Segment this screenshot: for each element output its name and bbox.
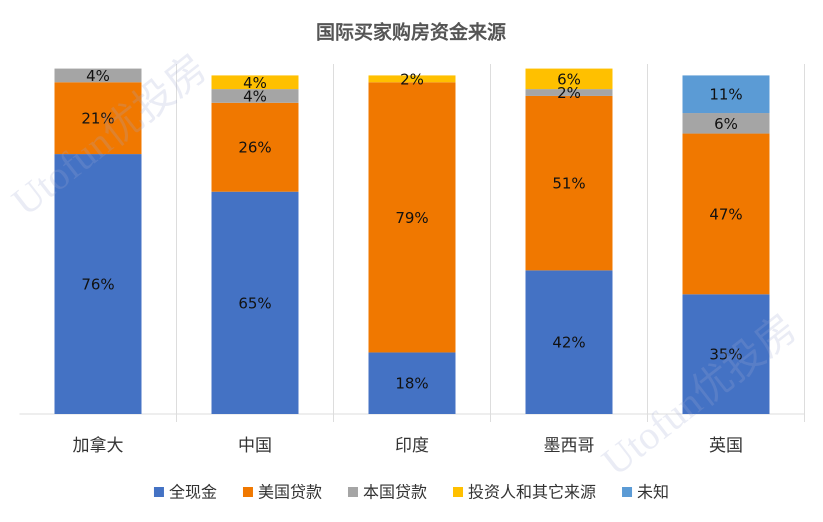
bar-segment <box>525 89 613 96</box>
data-label: 11% <box>709 86 742 104</box>
data-label: 26% <box>238 139 271 157</box>
bar-segment <box>682 75 770 114</box>
bar-segment <box>211 89 299 103</box>
data-label: 35% <box>709 346 742 364</box>
bar-segment <box>525 68 613 90</box>
data-label: 4% <box>86 67 110 85</box>
bar-segment <box>368 352 456 414</box>
legend-swatch <box>347 487 358 497</box>
bar-segment <box>368 75 456 83</box>
data-label: 6% <box>714 115 738 133</box>
bar-segment <box>54 82 142 155</box>
legend-label: 美国贷款 <box>258 483 322 502</box>
bar-segment <box>525 95 613 271</box>
data-label: 65% <box>238 294 271 312</box>
legend-item: 全现金 <box>153 483 217 502</box>
data-label: 47% <box>709 205 742 223</box>
bar-segment <box>211 102 299 192</box>
data-label: 4% <box>243 74 267 92</box>
bar-segment <box>682 133 770 295</box>
legend-label: 未知 <box>637 483 669 502</box>
legend-swatch <box>453 487 464 497</box>
plot-area: 加拿大76%21%4%中国65%26%4%4%印度18%79%2%墨西哥42%5… <box>19 64 805 456</box>
legend-item: 投资人和其它来源 <box>453 483 596 502</box>
legend: 全现金 美国贷款 本国贷款 投资人和其它来源 未知 <box>153 483 669 502</box>
bar-segment <box>54 68 142 83</box>
bar-segment <box>682 294 770 414</box>
data-label: 76% <box>81 276 114 294</box>
legend-label: 全现金 <box>169 483 217 502</box>
data-label: 42% <box>552 334 585 352</box>
x-tick-label: 印度 <box>395 436 429 456</box>
legend-item: 本国贷款 <box>347 483 427 502</box>
bar-segment <box>211 75 299 90</box>
bar-segment <box>368 82 456 353</box>
x-tick-label: 墨西哥 <box>544 436 595 456</box>
bar-segment <box>211 191 299 414</box>
data-label: 4% <box>243 87 267 105</box>
data-label: 79% <box>395 209 428 227</box>
x-tick-label: 英国 <box>709 436 743 456</box>
data-label: 6% <box>557 70 581 88</box>
legend-swatch <box>622 487 633 497</box>
legend-item: 未知 <box>622 483 669 502</box>
data-label: 51% <box>552 175 585 193</box>
data-label: 2% <box>400 70 424 88</box>
bar-segment <box>682 113 770 134</box>
legend-swatch <box>153 487 164 497</box>
bar-segment <box>54 154 142 414</box>
legend-swatch <box>242 487 253 497</box>
legend-label: 本国贷款 <box>363 483 427 502</box>
legend-label: 投资人和其它来源 <box>468 483 596 502</box>
bar-segment <box>525 270 613 414</box>
x-tick-label: 加拿大 <box>73 435 124 456</box>
data-label: 18% <box>395 375 428 393</box>
chart-title: 国际买家购房资金来源 <box>316 21 506 44</box>
data-label: 21% <box>81 110 114 128</box>
legend-item: 美国贷款 <box>242 483 322 502</box>
x-tick-label: 中国 <box>238 436 272 456</box>
data-label: 2% <box>557 84 581 102</box>
